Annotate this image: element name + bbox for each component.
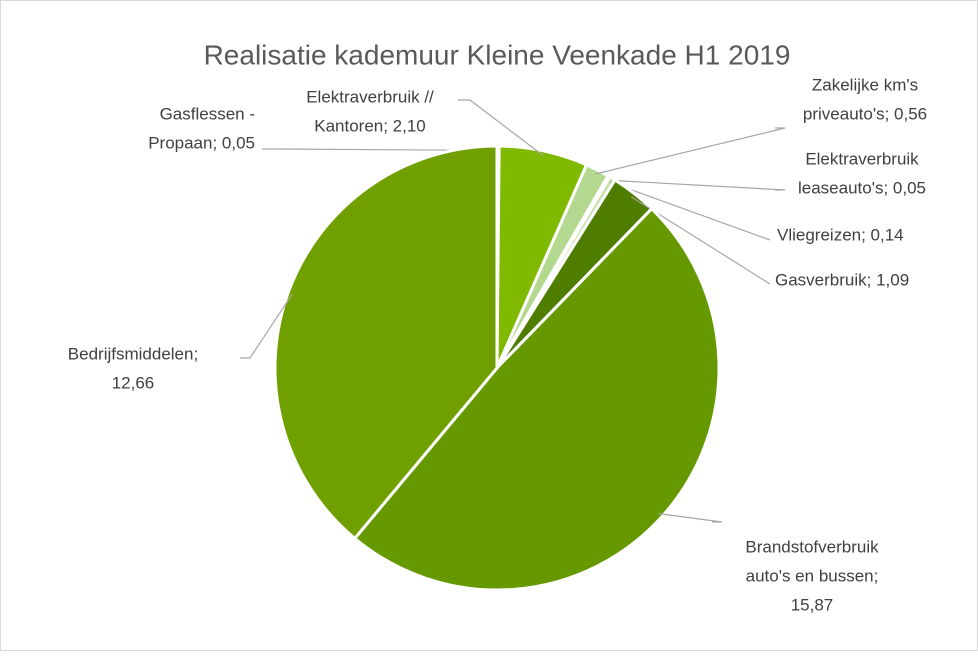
leader-line [606, 179, 786, 191]
data-label: Gasflessen - [160, 104, 255, 123]
chart-title: Realisatie kademuur Kleine Veenkade H1 2… [204, 39, 791, 70]
data-label: 15,87 [791, 595, 834, 614]
data-label: leaseauto's; 0,05 [798, 178, 926, 197]
data-label: Elektraverbruik // [306, 87, 434, 106]
leader-line [240, 293, 293, 359]
data-label: Propaan; 0,05 [148, 133, 255, 152]
pie-slice [273, 144, 499, 541]
data-label: auto's en bussen; [746, 566, 879, 585]
leader-line [262, 148, 499, 152]
data-label: Vliegreizen; 0,14 [777, 225, 904, 244]
data-label: Zakelijke km's [812, 75, 918, 94]
pie-slice [352, 206, 721, 592]
data-label: 12,66 [112, 373, 155, 392]
leader-line [658, 513, 723, 523]
leader-line [609, 181, 771, 241]
data-label: Brandstofverbruik [745, 537, 879, 556]
data-label: Kantoren; 2,10 [314, 116, 426, 135]
data-label: Elektraverbruik [805, 149, 919, 168]
leader-line [458, 99, 544, 156]
data-label: Gasverbruik; 1,09 [775, 270, 909, 289]
data-label: Bedrijfsmiddelen; [68, 344, 198, 363]
leader-line [595, 127, 786, 175]
data-label: priveauto's; 0,56 [803, 104, 927, 123]
